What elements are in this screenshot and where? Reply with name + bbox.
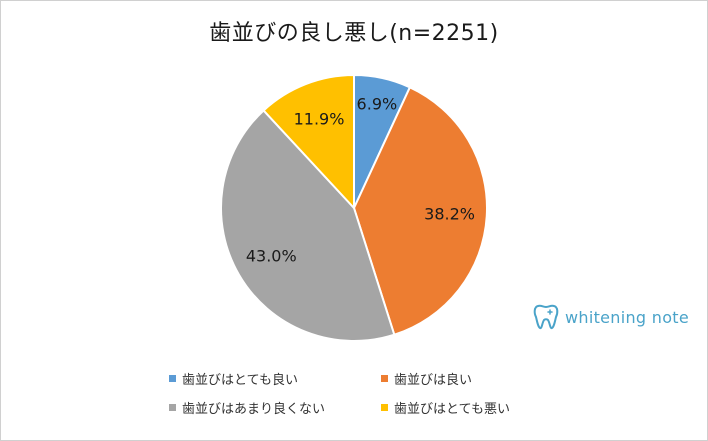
legend-item: 歯並びはとても悪い xyxy=(381,398,581,417)
pie-slice xyxy=(352,85,488,337)
slice-label: 11.9% xyxy=(294,109,345,128)
legend-label: 歯並びはとても良い xyxy=(182,373,298,388)
slice-label: 6.9% xyxy=(357,95,398,114)
tooth-icon xyxy=(533,304,559,330)
legend-item: 歯並びはあまり良くない xyxy=(169,398,369,417)
chart-title: 歯並びの良し悪し(n=2251) xyxy=(209,21,499,46)
legend-swatch xyxy=(169,375,176,382)
legend-swatch xyxy=(381,375,388,382)
legend-swatch xyxy=(169,404,176,411)
legend-label: 歯並びはとても悪い xyxy=(394,402,510,417)
brand-logo: whitening note xyxy=(533,303,689,331)
legend-swatch xyxy=(381,404,388,411)
slice-label: 43.0% xyxy=(246,247,297,266)
legend-label: 歯並びはあまり良くない xyxy=(182,402,326,417)
legend-label: 歯並びは良い xyxy=(394,373,473,388)
legend-item: 歯並びはとても良い xyxy=(169,369,369,388)
legend-item: 歯並びは良い xyxy=(381,369,581,388)
legend: 歯並びはとても良い 歯並びは良い 歯並びはあまり良くない 歯並びはとても悪い xyxy=(169,369,609,417)
pie-slice xyxy=(220,109,396,342)
slice-label: 38.2% xyxy=(424,205,475,224)
brand-logo-text: whitening note xyxy=(565,307,690,327)
pie-slice xyxy=(262,73,355,211)
